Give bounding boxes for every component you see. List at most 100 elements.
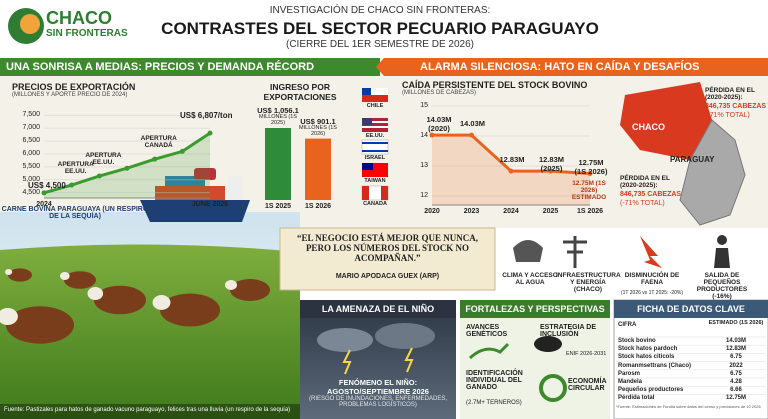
value-note: MILLONES (1S 2026) bbox=[299, 124, 337, 137]
point bbox=[69, 182, 75, 188]
point bbox=[96, 173, 102, 179]
value-note: MILLONES (1S 2025) bbox=[259, 114, 297, 126]
loss-value: 846,735 CABEZAS bbox=[620, 191, 682, 198]
banner: ALARMA SILENCIOSA: HATO EN CAÍDA Y DESAF… bbox=[420, 61, 700, 73]
y-tick-label: 5,000 bbox=[22, 175, 40, 183]
icon-dna bbox=[468, 342, 510, 360]
footer: Fuente: Pastizales para hatos de ganado … bbox=[4, 407, 291, 413]
value-label: 12.75M (1S 2026) bbox=[574, 157, 608, 176]
footer-bg bbox=[0, 404, 300, 419]
value-label: 14.03M bbox=[459, 119, 486, 129]
challenge-label: CLIMA Y ACCESO AL AGUA bbox=[502, 272, 558, 286]
icon-cow bbox=[534, 336, 562, 352]
x-tick-label: 1S 2026 bbox=[576, 208, 604, 215]
quote: “EL NEGOCIO ESTÁ MEJOR QUE NUNCA, PERO L… bbox=[296, 233, 479, 263]
table-cell: 14.03M bbox=[725, 338, 746, 344]
chart-subtitle: (MILLONES Y APORTE PRECIO DE 2024) bbox=[12, 92, 128, 98]
annotation: APERTURA CANADÁ bbox=[140, 135, 177, 150]
banner-left-bg bbox=[0, 58, 380, 76]
y-tick-label: 5,500 bbox=[22, 162, 40, 170]
subtitle: (CIERRE DEL 1ER SEMESTRE DE 2026) bbox=[285, 39, 475, 50]
nino-headline: FENÓMENO EL NIÑO: AGOSTO/SEPTIEMBRE 2026 bbox=[327, 378, 429, 396]
kicker: INVESTIGACIÓN DE CHACO SIN FRONTERAS: bbox=[269, 5, 491, 16]
cow bbox=[6, 306, 74, 344]
cloud bbox=[375, 323, 435, 349]
logo-sun bbox=[20, 14, 40, 34]
cow-head bbox=[5, 269, 13, 275]
x-tick-label: 2023 bbox=[463, 208, 480, 215]
nino-detail: (RIESGO DE INUNDACIONES, ENFERMEDADES, P… bbox=[308, 396, 448, 409]
y-tick-label: 15 bbox=[420, 102, 428, 109]
strength-label: AVANCES GENÉTICOS bbox=[466, 324, 508, 338]
table-cell: Stock hatos pardoch bbox=[618, 346, 678, 353]
cow-head bbox=[0, 308, 18, 325]
bar bbox=[305, 138, 331, 200]
value-label: 12.83M bbox=[499, 155, 525, 165]
table-cell: Stock bovino bbox=[618, 338, 656, 344]
strength-label: ECONOMÍA CIRCULAR bbox=[568, 378, 607, 392]
quote-box bbox=[279, 227, 496, 291]
flag-label: EE.UU. bbox=[365, 133, 385, 139]
flag-label: CANADA bbox=[363, 201, 387, 207]
loss-label: PÉRDIDA EN EL (2020-2025): bbox=[620, 175, 670, 189]
table-header: ESTIMADO (1S 2026) bbox=[708, 320, 764, 326]
challenge-icons bbox=[513, 235, 730, 268]
facts-box bbox=[613, 299, 768, 419]
ship-hull bbox=[140, 200, 250, 222]
cloud bbox=[317, 328, 373, 352]
chart-title: PRECIOS DE EXPORTACIÓN bbox=[12, 82, 136, 92]
ship-bridge bbox=[228, 176, 242, 200]
point bbox=[469, 132, 474, 138]
value-label: US$ 6,807/ton bbox=[180, 111, 233, 121]
flag-label: ISRAEL bbox=[364, 155, 386, 161]
x-tick-label: 2024 bbox=[503, 208, 519, 215]
footnote: *Fuente: Estimaciones de Fundia sobre da… bbox=[616, 404, 761, 409]
point bbox=[41, 190, 47, 196]
challenge-label: DISMINUCIÓN DE FAENA bbox=[624, 272, 680, 286]
value-label: US$ 901.1 bbox=[300, 116, 336, 126]
x-tick-label: 2025 bbox=[542, 208, 559, 215]
table-cell: Pequeños productores bbox=[618, 387, 684, 394]
x-tick-label: JUNE 2026 bbox=[191, 201, 229, 208]
quote-author: MARIO APODACA GUEX (ARP) bbox=[335, 273, 440, 280]
chart-title: INGRESO POR EXPORTACIONES bbox=[263, 82, 337, 102]
flag-label: TAIWAN bbox=[364, 178, 386, 184]
map-chaco bbox=[620, 82, 712, 160]
point bbox=[179, 148, 185, 154]
y-tick-label: 6,500 bbox=[22, 137, 40, 145]
point bbox=[152, 156, 158, 162]
cow bbox=[230, 279, 270, 301]
title: CONTRASTES DEL SECTOR PECUARIO PARAGUAYO bbox=[161, 19, 599, 38]
value-label: US$ 1,056.1 bbox=[257, 106, 299, 115]
table-cell: 4.28 bbox=[730, 379, 742, 385]
loss-pct: (-71% TOTAL) bbox=[620, 200, 665, 207]
x-tick-label: 2024 bbox=[36, 201, 52, 208]
cow bbox=[94, 285, 146, 315]
y-tick-label: 4,500 bbox=[22, 188, 40, 196]
table-cell: 6.66 bbox=[730, 387, 742, 394]
annotation: APERTURA EE.UU. bbox=[57, 161, 94, 176]
x-tick-label: 1S 2025 bbox=[264, 203, 292, 210]
table-header: CIFRA bbox=[618, 322, 637, 328]
table-cell: Stock hatos citicols bbox=[618, 354, 675, 361]
panel-title: LA AMENAZA DE EL NIÑO bbox=[321, 304, 435, 314]
x-tick-label: 1S 2026 bbox=[304, 203, 332, 210]
area-fill bbox=[432, 135, 590, 205]
panel-title: FORTALEZAS Y PERSPECTIVAS bbox=[465, 304, 605, 314]
loss-value: 846,735 CABEZAS bbox=[705, 103, 767, 110]
table-cell: 12.75M bbox=[725, 395, 746, 402]
point bbox=[124, 165, 130, 171]
map-label: CHACO bbox=[632, 122, 665, 132]
panel-title: FICHA DE DATOS CLAVE bbox=[637, 304, 745, 314]
annotation: 12.75M (1S 2026) ESTIMADO bbox=[571, 180, 607, 201]
table-cell: Pérdida total bbox=[618, 395, 655, 402]
table-cell: Romanmsettrans (Chaco) bbox=[618, 362, 692, 369]
logo-text: SIN FRONTERAS bbox=[46, 28, 128, 39]
annotation: APERTURA EE.UU. bbox=[85, 152, 122, 166]
cow-head bbox=[225, 280, 237, 290]
cow-head bbox=[87, 287, 104, 300]
chart-title: CAÍDA PERSISTENTE DEL STOCK BOVINO bbox=[402, 80, 588, 90]
table-cell: Parosm bbox=[618, 370, 641, 377]
y-tick-label: 12 bbox=[420, 192, 428, 199]
